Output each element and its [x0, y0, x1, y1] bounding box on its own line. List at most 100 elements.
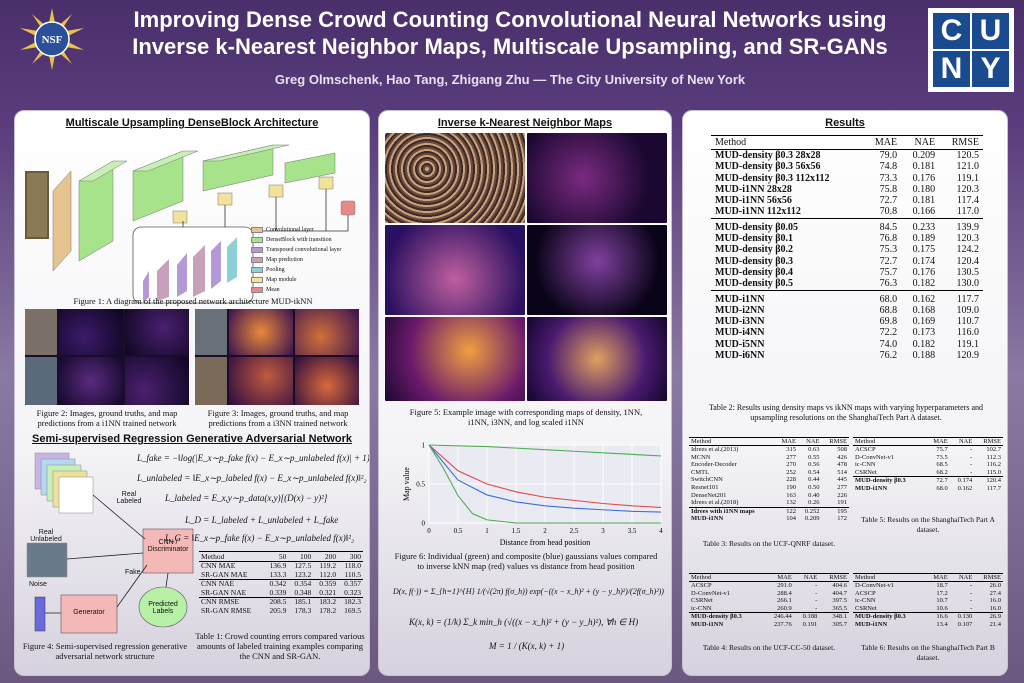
table-cell: MUD-density β0.3 28x28: [715, 150, 821, 161]
table-cell: 208.5: [263, 597, 289, 607]
table-row: MUD-density β0.3 246.44 0.188 348.1: [689, 612, 849, 621]
table-cell: 183.2: [313, 597, 339, 607]
table-cell: 122: [774, 506, 798, 516]
table-row: MUD-i6NN 76.2 0.188 120.9: [711, 350, 983, 361]
table-cell: 0.182: [912, 278, 936, 290]
table-cell: 0.180: [912, 183, 936, 195]
table-row: ic-CNN 10.7 - 16.0: [853, 597, 1003, 605]
table-cell: ACSCP: [855, 589, 876, 597]
table-row: MUD-i2NN 68.8 0.168 109.0: [711, 305, 983, 316]
table-row: CNN NAE 0.342 0.354 0.359 0.357: [199, 579, 363, 589]
table-cell: D-ConvNet-v1: [855, 582, 894, 589]
table-cell: 74.0: [879, 338, 898, 350]
table-cell: -: [970, 604, 973, 612]
series-line: [428, 444, 662, 508]
table-cell: D-ConvNet-v1: [855, 453, 894, 461]
table-cell: 0.188: [793, 612, 820, 621]
table-cell: -: [970, 461, 973, 469]
table-cell: 0.169: [912, 316, 936, 328]
legend-label: Pooling: [266, 267, 285, 273]
table-cell: 514: [837, 468, 847, 476]
table-cell: 123.2: [294, 569, 312, 579]
table-cell: 185.1: [288, 597, 314, 607]
table-cell: -: [970, 589, 973, 597]
i1nn-map: [527, 225, 667, 315]
table-cell: 0.162: [957, 484, 973, 492]
figure-3-image-grid: [195, 309, 359, 405]
table-cell: MUD-i1NN: [855, 484, 888, 492]
cuny-letter: N: [933, 51, 970, 87]
table-row: D-ConvNet-v1 288.4 - 404.7: [689, 590, 849, 598]
table-cell: 270: [786, 461, 796, 469]
label-real-labeled: Real Labeled: [116, 491, 142, 505]
table-header: Method: [853, 437, 926, 446]
title-line-1: Improving Dense Crowd Counting Convoluti…: [133, 7, 887, 32]
table-cell: 130.0: [956, 278, 980, 290]
table-cell: 0.176: [912, 266, 936, 278]
table-cell: 0.323: [344, 587, 361, 597]
legend-label: DenseBlock with transition: [266, 237, 332, 243]
series-line: [428, 444, 662, 457]
label-fake: Fake: [125, 569, 141, 576]
table-5: Method MAE NAE RMSE ACSCP 75.7-102.7 D-Con…: [853, 437, 1003, 493]
table-row: MUD-density β0.3 72.7 0.174 120.4: [853, 476, 1003, 485]
table-row: MUD-density β0.1 76.8 0.189 120.3: [711, 233, 983, 244]
x-tick-label: 0: [427, 527, 431, 535]
table-cell: 117.4: [956, 195, 979, 207]
table-cell: 0.339: [269, 587, 287, 597]
table-row: ic-CNN 260.9 - 365.5: [689, 605, 849, 613]
y-tick-label: 0.5: [416, 481, 425, 489]
table-cell: 136.9: [269, 561, 287, 570]
table-cell: 112.0: [319, 569, 337, 579]
label-cnn-discriminator: CNN / Discriminator: [147, 539, 189, 553]
table-row: MUD-i1NN 104 0.209 172: [689, 515, 849, 523]
table-row: MUD-density β0.3 16.6 0.130 26.9: [853, 612, 1003, 621]
table-row: MUD-density β0.3 56x56 74.8 0.181 121.0: [711, 161, 983, 172]
table-cell: 163: [786, 491, 796, 499]
table-cell: CSRNet: [855, 468, 877, 476]
table-cell: 75.7: [879, 266, 898, 278]
x-tick-label: 2.5: [570, 527, 579, 535]
table-cell: 13.4: [936, 620, 948, 628]
table-cell: CSRNet: [691, 597, 713, 605]
table-row: MUD-i3NN 69.8 0.169 110.7: [711, 316, 983, 327]
table-cell: 277: [786, 453, 796, 461]
table-cell: 0.342: [263, 579, 289, 589]
table-cell: 397.5: [832, 597, 847, 605]
equation-m: M = 1 / (K(x, k) + 1): [489, 641, 565, 651]
table-cell: 120.9: [956, 350, 980, 362]
table-header: Method: [853, 573, 926, 582]
x-tick-label: 1.5: [512, 527, 521, 535]
table-cell: MUD-i4NN: [715, 327, 765, 339]
table-cell: 17.2: [936, 589, 948, 597]
table-cell: Encoder-Decoder: [691, 461, 737, 469]
table-row: CMTL 252 0.54 514: [689, 469, 849, 477]
table-cell: 16.0: [989, 604, 1001, 612]
table-row: MUD-density β0.5 76.3 0.182 130.0: [711, 278, 983, 290]
table-row: MUD-i1NN 56x56 72.7 0.181 117.4: [711, 195, 983, 206]
label-generator: Generator: [73, 609, 105, 616]
table-cell: 72.7: [879, 255, 898, 267]
table-cell: 16.0: [989, 597, 1001, 605]
table-cell: -: [970, 446, 973, 453]
series-line: [428, 444, 662, 513]
legend-swatch: [251, 247, 263, 253]
table-cell: DenseNet201: [691, 491, 727, 499]
poster-title: Improving Dense Crowd Counting Convoluti…: [100, 6, 920, 60]
gaussian-chart: 0 0.5 1 1.5 2 2.5 3 3.5 4 0 0.5 1 Distance from head…: [402, 442, 663, 548]
table-cell: 0.209: [912, 150, 936, 161]
table-cell: 120.5: [956, 150, 980, 161]
table-cell: 288.4: [777, 589, 792, 597]
y-tick-label: 1: [422, 442, 426, 450]
legend-swatch: [251, 287, 263, 293]
table-row: CNN MAE 136.9 127.5 119.2 118.0: [199, 561, 363, 571]
nsf-logo-icon: NSF: [20, 8, 84, 70]
table-cell: 68.0: [863, 289, 902, 305]
middle-panel: Inverse k-Nearest Neighbor Maps Figure 5…: [378, 110, 672, 676]
table-cell: 116.2: [986, 461, 1001, 469]
table-cell: 0.63: [808, 446, 820, 453]
table-cell: 0.166: [912, 206, 936, 218]
figure-2-image-grid: [25, 309, 189, 405]
table-cell: 76.2: [879, 350, 898, 362]
authors: Greg Olmschenk, Hao Tang, Zhigang Zhu — …: [274, 72, 746, 87]
